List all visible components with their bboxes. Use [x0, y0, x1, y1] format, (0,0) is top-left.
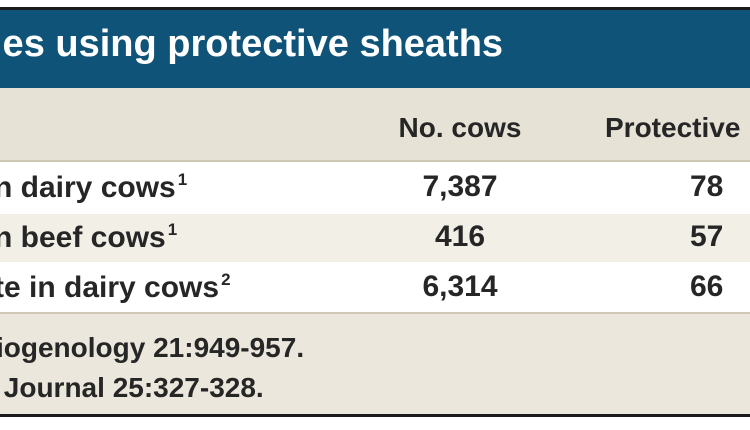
table-row: te in dairy cows 2 6,314 66 [0, 262, 750, 314]
table-row: n beef cows 1 416 57 [0, 214, 750, 262]
row-protective-value: 78 [690, 170, 724, 203]
row-cows-value: 7,387 [422, 170, 498, 203]
footnote-text: Journal 25:327-328. [0, 372, 264, 403]
row-label: te in dairy cows 2 [0, 270, 231, 304]
footnote-ref: 1 [167, 220, 178, 239]
row-cows-value: 6,314 [422, 270, 498, 303]
row-cows-value: 416 [434, 220, 486, 253]
row-label: n beef cows 1 [0, 220, 178, 254]
table-title-bar: ies using protective sheaths [0, 10, 750, 88]
table-title: ies using protective sheaths [0, 23, 504, 65]
footnote-ref: 1 [177, 170, 188, 189]
data-table: ies using protective sheaths No. cows Pr… [0, 7, 750, 417]
table-row: n dairy cows 1 7,387 78 [0, 162, 750, 214]
row-protective-value: 57 [690, 220, 724, 253]
header-no-cows: No. cows [398, 112, 522, 143]
header-protective: Protective [605, 112, 741, 143]
footnote-ref: 2 [221, 270, 231, 289]
row-label: n dairy cows 1 [0, 170, 188, 204]
footnote-text: iogenology 21:949-957. [0, 332, 305, 363]
row-protective-value: 66 [690, 270, 724, 303]
table-header-row: No. cows Protective [0, 88, 750, 162]
